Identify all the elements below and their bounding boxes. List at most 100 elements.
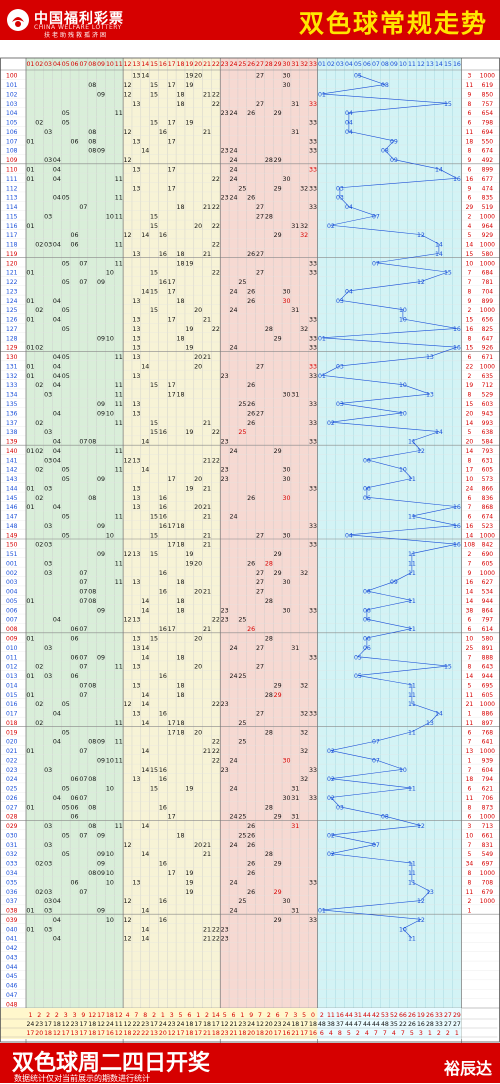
red-stat-1: 2: [55, 1012, 59, 1019]
red-ball-number: 11: [115, 354, 123, 361]
red-zone-3-background: [220, 58, 318, 1008]
red-ball-number: 03: [44, 908, 52, 915]
red-ball-number: 12: [124, 898, 132, 905]
red-ball-number: 18: [177, 598, 185, 605]
blue-ball-number: 03: [336, 401, 344, 408]
red-stat-3: 17: [177, 1030, 185, 1037]
red-stat-2: 18: [53, 1021, 61, 1028]
blue-ball-number: 08: [381, 82, 389, 89]
red-ball-number: 14: [141, 654, 149, 661]
side-stat-omission: 8: [467, 664, 471, 671]
red-ball-number: 32: [300, 570, 308, 577]
side-stat-omission: 6: [467, 195, 471, 202]
red-ball-number: 17: [168, 166, 176, 173]
side-stat-value: 1000: [480, 570, 495, 577]
red-ball-number: 22: [212, 204, 220, 211]
blue-ball-number: 11: [408, 879, 416, 886]
red-ball-number: 26: [247, 626, 255, 633]
red-ball-number: 19: [185, 879, 193, 886]
period-label: 010: [6, 645, 18, 652]
red-ball-number: 06: [71, 804, 79, 811]
red-ball-number: 33: [309, 120, 317, 127]
red-ball-number: 13: [132, 354, 140, 361]
red-ball-number: 17: [168, 626, 176, 633]
period-label: 118: [6, 242, 18, 249]
blue-ball-number: 11: [408, 936, 416, 943]
red-ball-number: 30: [282, 288, 290, 295]
side-stat-value: 605: [482, 692, 494, 699]
red-ball-number: 13: [132, 485, 140, 492]
red-ball-number: 06: [71, 879, 79, 886]
blue-stat-3: 8: [338, 1030, 342, 1037]
period-label: 134: [6, 392, 18, 399]
side-stat-omission: 14: [466, 448, 474, 455]
side-stat-value: 621: [482, 786, 494, 793]
red-ball-number: 04: [53, 917, 61, 924]
period-label: 016: [6, 701, 18, 708]
side-stat-omission: 8: [467, 870, 471, 877]
red-stat-2: 12: [256, 1021, 264, 1028]
red-ball-number: 05: [62, 786, 70, 793]
red-ball-number: 14: [141, 73, 149, 80]
period-label: 002: [6, 570, 18, 577]
red-ball-number: 30: [282, 73, 290, 80]
red-ball-number: 27: [256, 532, 264, 539]
red-ball-number: 21: [203, 354, 211, 361]
side-stat-omission: 9: [467, 157, 471, 164]
red-ball-number: 21: [203, 589, 211, 596]
red-ball-number: 13: [132, 617, 140, 624]
red-ball-number: 24: [229, 288, 237, 295]
red-stat-1: 1: [240, 1012, 244, 1019]
red-ball-number: 30: [282, 176, 290, 183]
side-stat-omission: 15: [466, 251, 474, 258]
red-ball-number: 33: [309, 270, 317, 277]
side-stat-value: 605: [482, 467, 494, 474]
red-ball-number: 27: [256, 73, 264, 80]
red-ball-number: 22: [212, 926, 220, 933]
period-label: 037: [6, 898, 18, 905]
side-stat-omission: 6: [467, 729, 471, 736]
red-stat-3: 18: [238, 1030, 246, 1037]
side-stat-omission: 8: [467, 288, 471, 295]
red-ball-number: 13: [132, 776, 140, 783]
red-ball-header: 10: [106, 61, 114, 68]
side-stat-value: 529: [482, 392, 494, 399]
side-stat-omission: 3: [467, 73, 471, 80]
red-stat-3: 20: [247, 1030, 255, 1037]
red-stat-3: 18: [185, 1030, 193, 1037]
blue-ball-number: 06: [363, 589, 371, 596]
side-stat-value: 899: [482, 166, 494, 173]
red-ball-number: 13: [132, 410, 140, 417]
red-ball-number: 12: [124, 917, 132, 924]
blue-ball-number: 11: [408, 626, 416, 633]
red-ball-number: 18: [177, 204, 185, 211]
period-label: 116: [6, 223, 18, 230]
red-stat-1: 1: [28, 1012, 32, 1019]
blue-ball-number: 16: [453, 345, 461, 352]
red-ball-number: 16: [159, 504, 167, 511]
red-ball-number: 08: [88, 870, 96, 877]
blue-ball-header: 15: [444, 61, 452, 68]
red-ball-number: 10: [106, 879, 114, 886]
period-label: 103: [6, 101, 18, 108]
blue-ball-number: 07: [372, 213, 380, 220]
period-label: 136: [6, 410, 18, 417]
red-ball-number: 10: [106, 917, 114, 924]
period-label: 148: [6, 523, 18, 530]
red-ball-number: 07: [79, 260, 87, 267]
red-ball-number: 03: [44, 392, 52, 399]
red-ball-number: 04: [53, 373, 61, 380]
red-ball-number: 18: [177, 298, 185, 305]
red-ball-number: 16: [159, 776, 167, 783]
red-ball-number: 13: [132, 138, 140, 145]
red-ball-number: 12: [124, 129, 132, 136]
red-ball-number: 23: [221, 476, 229, 483]
side-stat-omission: 19: [466, 382, 474, 389]
blue-ball-number: 16: [453, 542, 461, 549]
red-ball-number: 07: [79, 439, 87, 446]
side-stat-omission: 11: [466, 889, 474, 896]
red-stat-3: 18: [44, 1030, 52, 1037]
red-ball-number: 33: [309, 363, 317, 370]
red-ball-number: 13: [132, 251, 140, 258]
red-ball-number: 17: [168, 279, 176, 286]
